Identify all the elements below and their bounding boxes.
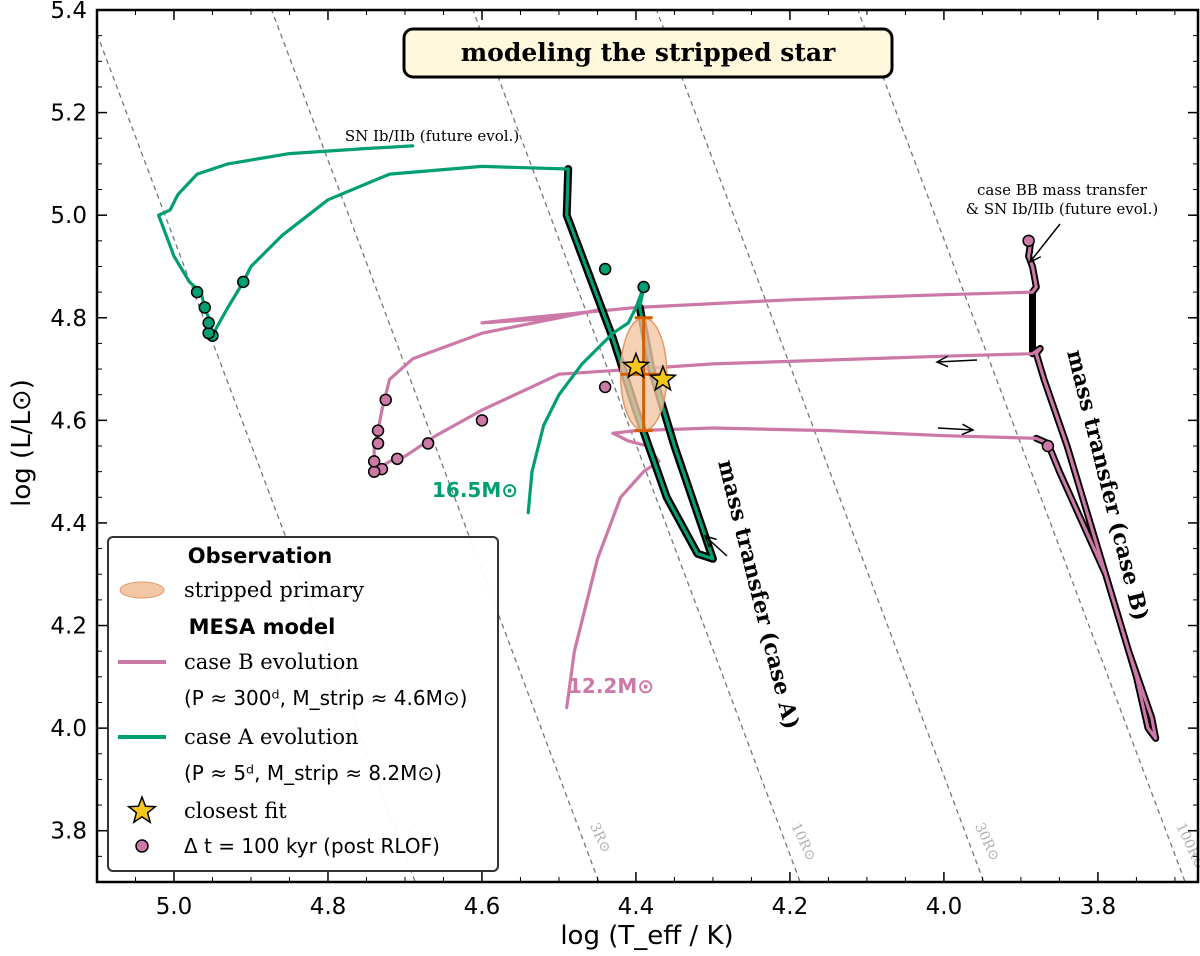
y-tick-label: 3.8 xyxy=(50,819,87,845)
case-b-time-marker xyxy=(367,465,381,478)
x-axis-label: log (T_eff / K) xyxy=(560,921,733,951)
x-tick-label: 4.6 xyxy=(464,894,501,920)
case-a-track xyxy=(157,144,715,561)
x-tick-label: 4.8 xyxy=(310,894,347,920)
legend-marker-icon xyxy=(135,839,149,853)
iso-radius-line xyxy=(857,10,1186,882)
arrow-case-a-head xyxy=(703,534,717,548)
chart-title-box: modeling the stripped star xyxy=(402,27,894,79)
case-a-time-marker xyxy=(190,285,204,299)
case-b-time-marker xyxy=(475,414,489,427)
iso-radius-label: 30R⊙ xyxy=(971,821,1002,864)
annotation-case-bb-line1: case BB mass transfer xyxy=(977,181,1148,199)
case-b-time-marker xyxy=(379,393,392,407)
legend-fit-label: closest fit xyxy=(184,799,287,823)
case-b-time-marker xyxy=(1041,439,1055,453)
closest-fit-star xyxy=(648,364,678,392)
y-tick-label: 4.8 xyxy=(50,306,87,332)
case-a-time-marker xyxy=(637,280,650,294)
y-axis-label: log (L/L⊙) xyxy=(7,379,37,507)
chart-title: modeling the stripped star xyxy=(461,38,836,67)
legend-observation-swatch xyxy=(119,581,165,599)
annotation-case-bb-line2: & SN Ib/IIb (future evol.) xyxy=(966,200,1158,218)
iso-radius-label: 3R⊙ xyxy=(586,821,614,856)
initial-mass-label-case-a: 16.5M⊙ xyxy=(432,478,518,502)
case-a-time-marker xyxy=(202,316,215,330)
legend-header-observation: Observation xyxy=(188,544,332,568)
case-a-time-marker xyxy=(237,275,250,289)
legend-header-model: MESA model xyxy=(189,615,336,639)
arrow-track-direction xyxy=(936,359,978,363)
legend-star-icon xyxy=(126,794,158,825)
y-tick-label: 5.2 xyxy=(50,101,87,127)
iso-radius-label: 100R⊙ xyxy=(1172,821,1200,872)
case-b-time-marker xyxy=(371,437,385,450)
initial-mass-label-case-b: 12.2M⊙ xyxy=(568,674,654,698)
case-b-time-marker xyxy=(391,452,404,466)
y-tick-label: 4.2 xyxy=(50,614,87,640)
evolution-tracks xyxy=(157,144,1160,742)
arrow-case-bb-head xyxy=(1028,250,1042,264)
y-tick-label: 5.0 xyxy=(50,203,87,229)
case-a-time-marker xyxy=(598,262,612,276)
iso-radius-line xyxy=(655,10,985,882)
legend-case-a-label: case A evolution xyxy=(184,725,359,749)
case-b-time-marker xyxy=(1022,234,1035,248)
y-tick-label: 4.6 xyxy=(50,408,87,434)
legend-case-b-params: (P ≈ 300ᵈ, M_strip ≈ 4.6M⊙) xyxy=(184,686,467,710)
y-tick-label: 4.0 xyxy=(50,716,87,742)
legend-case-a-params: (P ≈ 5ᵈ, M_strip ≈ 8.2M⊙) xyxy=(184,761,442,785)
annotation-sn-case-a: SN Ib/IIb (future evol.) xyxy=(345,127,519,145)
legend: Observation stripped primary MESA model … xyxy=(107,536,499,872)
closest-fit-star xyxy=(621,351,651,379)
case-b-time-marker xyxy=(598,380,612,394)
case-b-mass-transfer-outline xyxy=(1025,237,1160,742)
y-tick-label: 5.4 xyxy=(50,0,87,24)
y-tick-label: 4.4 xyxy=(50,511,87,537)
arrow-track-direction-head xyxy=(935,355,949,368)
axis-ticks: 5.0 4.8 4.6 4.4 4.2 4.0 3.8 3.8 4.0 4.2 4.4 4.6 4.8 5… xyxy=(50,0,1198,920)
legend-box xyxy=(107,536,499,872)
arrow-track-direction xyxy=(937,427,974,431)
x-tick-label: 5.0 xyxy=(156,894,193,920)
x-tick-label: 4.0 xyxy=(926,894,963,920)
case-a-time-marker xyxy=(202,326,215,340)
case-b-time-marker xyxy=(367,455,381,468)
x-tick-label: 4.2 xyxy=(772,894,809,920)
x-tick-label: 3.8 xyxy=(1080,894,1117,920)
legend-case-b-label: case B evolution xyxy=(184,650,359,674)
case-b-time-marker xyxy=(371,424,385,437)
case-b-time-marker xyxy=(421,437,435,450)
legend-marker-label: Δ t = 100 kyr (post RLOF) xyxy=(184,834,440,858)
iso-radius-line xyxy=(270,10,600,882)
case-a-time-marker xyxy=(198,301,212,314)
legend-observation-label: stripped primary xyxy=(184,578,364,602)
closest-fit-stars xyxy=(621,351,678,392)
x-tick-label: 4.4 xyxy=(618,894,655,920)
iso-radius-label: 10R⊙ xyxy=(787,821,818,864)
annotation-mass-transfer-case-a: mass transfer (case A) xyxy=(712,457,804,732)
arrow-case-a xyxy=(704,535,728,557)
arrow-case-bb xyxy=(1029,223,1061,263)
iso-radius-labels: 1R⊙3R⊙10R⊙30R⊙100R⊙ xyxy=(402,821,1200,872)
arrow-track-direction-head xyxy=(961,423,975,436)
time-step-markers xyxy=(190,234,1055,478)
